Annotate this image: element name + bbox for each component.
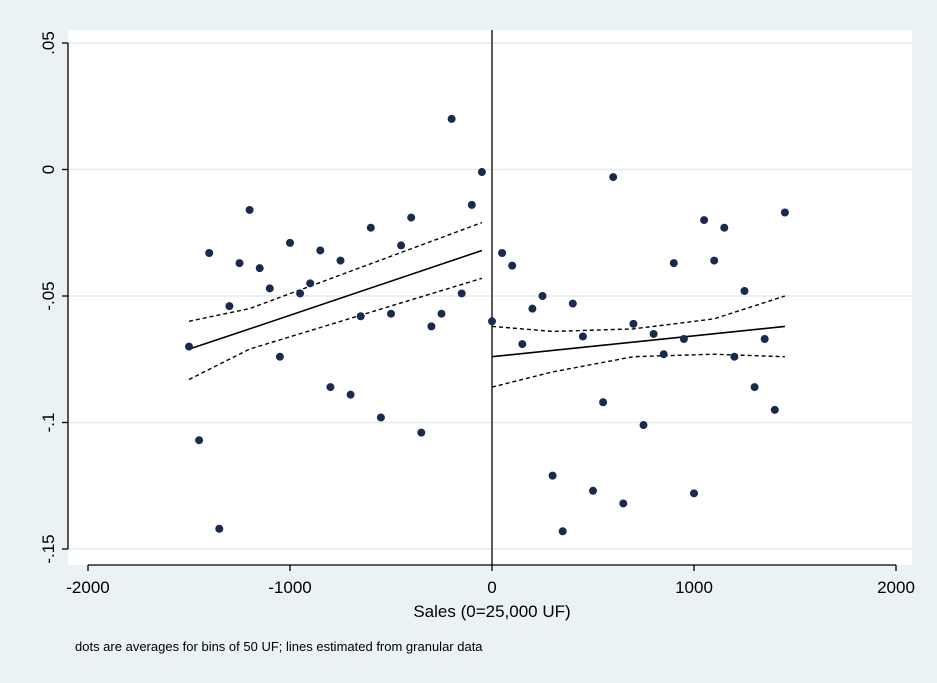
data-point <box>235 259 244 268</box>
fit-lines <box>188 221 786 388</box>
data-point <box>488 317 496 326</box>
x-tick-label: 2000 <box>877 578 915 597</box>
data-point <box>417 428 426 437</box>
y-tick-label: -.1 <box>39 413 58 433</box>
fit-line <box>491 325 785 358</box>
data-point <box>366 223 375 232</box>
data-point <box>225 302 234 311</box>
y-tick-label: 0 <box>39 165 58 174</box>
data-points <box>185 114 789 536</box>
data-point <box>205 248 214 257</box>
y-tick-label: -.05 <box>39 281 58 310</box>
data-point <box>568 299 577 308</box>
data-point <box>730 352 739 361</box>
data-point <box>508 261 517 270</box>
data-point <box>296 289 305 298</box>
data-point <box>397 241 406 250</box>
data-point <box>467 200 476 209</box>
data-point <box>609 173 618 182</box>
data-point <box>770 405 779 414</box>
data-point <box>528 304 537 313</box>
data-point <box>679 335 688 344</box>
ci-line <box>491 295 786 333</box>
data-point <box>669 259 678 268</box>
data-point <box>346 390 355 399</box>
data-point <box>215 524 224 533</box>
axes: -.15 -.1 -.05 0 .05 -2000 -1000 0 1000 2000 <box>39 31 915 597</box>
data-point <box>447 114 456 123</box>
data-point <box>740 286 749 295</box>
data-point <box>780 208 789 217</box>
data-point <box>589 486 597 495</box>
ci-line <box>188 221 483 322</box>
data-point <box>690 489 698 498</box>
data-point <box>457 289 466 298</box>
data-point <box>437 309 446 318</box>
x-axis-title: Sales (0=25,000 UF) <box>413 602 570 621</box>
data-point <box>538 292 547 300</box>
data-point <box>518 340 527 349</box>
data-point <box>710 256 719 265</box>
data-point <box>720 223 729 232</box>
data-point <box>255 264 264 273</box>
data-point <box>376 413 385 422</box>
data-point <box>498 248 507 257</box>
data-point <box>578 332 587 341</box>
data-point <box>326 383 335 392</box>
data-point <box>356 312 365 321</box>
data-point <box>427 322 436 331</box>
data-point <box>387 309 395 318</box>
gridlines <box>68 42 912 550</box>
data-point <box>558 527 567 536</box>
data-point <box>619 499 628 508</box>
x-tick-label: 1000 <box>675 578 713 597</box>
plot-area <box>68 30 912 565</box>
data-point <box>700 216 709 225</box>
x-tick-label: -2000 <box>66 578 109 597</box>
data-point <box>265 284 274 293</box>
data-point <box>407 213 416 222</box>
data-point <box>195 436 204 445</box>
chart-note: dots are averages for bins of 50 UF; lin… <box>75 639 483 654</box>
data-point <box>306 279 315 288</box>
data-point <box>639 421 648 430</box>
x-tick-label: 0 <box>487 578 496 597</box>
data-point <box>649 329 658 338</box>
y-tick-label: .05 <box>39 31 58 55</box>
data-point <box>275 352 284 361</box>
x-tick-label: -1000 <box>268 578 311 597</box>
data-point <box>629 319 638 328</box>
data-point <box>477 168 486 177</box>
data-point <box>286 238 294 247</box>
data-point <box>185 342 193 351</box>
ci-line <box>188 277 483 381</box>
data-point <box>316 246 325 255</box>
data-point <box>750 383 759 392</box>
data-point <box>659 350 668 359</box>
data-point <box>599 398 608 407</box>
data-point <box>548 471 557 480</box>
y-tick-label: -.15 <box>39 534 58 563</box>
data-point <box>760 335 769 344</box>
data-point <box>336 256 345 265</box>
data-point <box>245 205 254 214</box>
fit-line <box>188 249 483 350</box>
